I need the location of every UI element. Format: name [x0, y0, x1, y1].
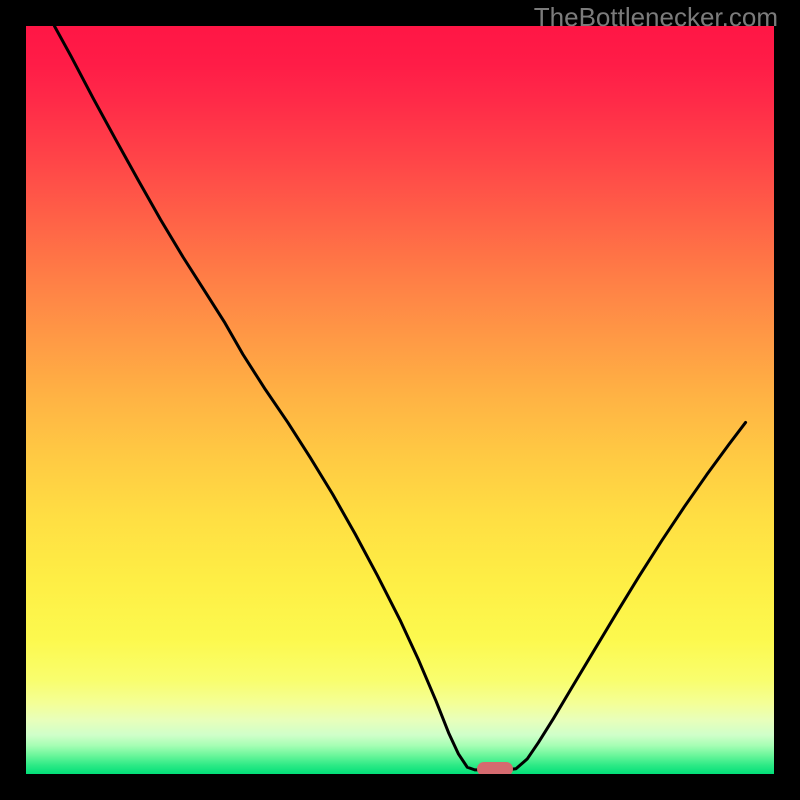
chart-plot-area — [26, 26, 774, 774]
optimal-point-marker — [477, 762, 513, 776]
watermark-label: TheBottlenecker.com — [534, 2, 778, 33]
bottleneck-curve — [26, 26, 774, 774]
